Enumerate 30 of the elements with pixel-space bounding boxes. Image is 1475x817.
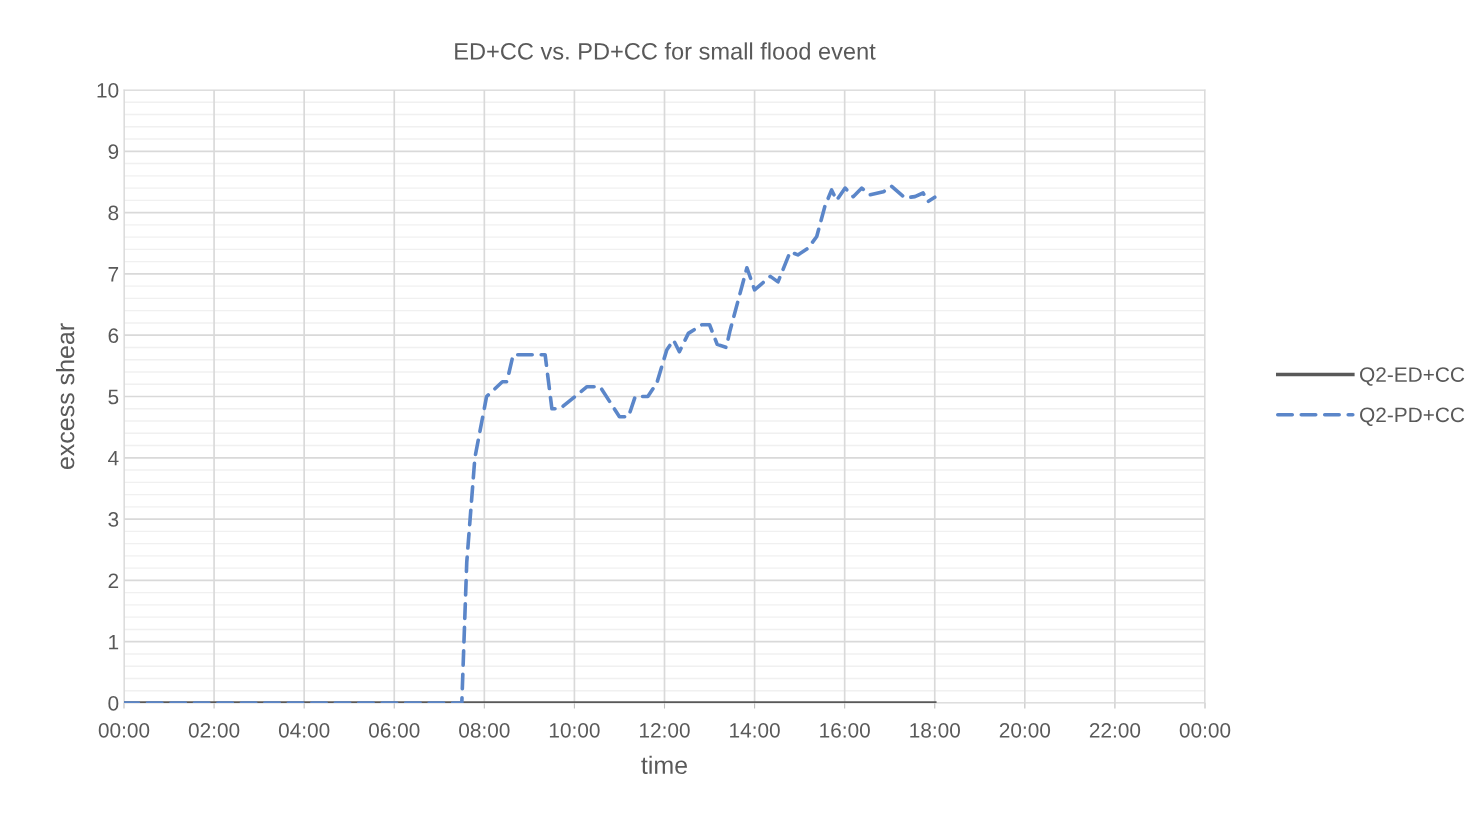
- x-tick-label: 14:00: [730, 722, 780, 738]
- x-tick-label: 02:00: [188, 722, 240, 738]
- y-tick-label: 5: [108, 389, 119, 405]
- x-axis-title: time: [641, 755, 687, 775]
- y-tick-label: 7: [108, 267, 119, 282]
- y-tick-label: 2: [108, 573, 119, 588]
- legend-label: Q2-ED+CC: [1360, 367, 1465, 386]
- y-tick-label: 6: [108, 328, 119, 343]
- x-tick-label: 18:00: [910, 722, 960, 738]
- y-tick-label: 9: [108, 144, 119, 160]
- x-tick-label: 22:00: [1089, 722, 1141, 738]
- y-tick-label: 3: [108, 512, 119, 527]
- y-tick-label: 0: [108, 696, 119, 711]
- x-tick-label: 00:00: [98, 722, 150, 738]
- x-tick-label: 20:00: [999, 722, 1051, 738]
- line-series: [124, 184, 937, 703]
- y-tick-label: 10: [97, 83, 119, 98]
- legend-label: Q2-PD+CC: [1360, 407, 1465, 426]
- x-tick-label: 04:00: [278, 722, 330, 738]
- y-tick-label: 1: [109, 634, 119, 650]
- x-tick-label: 08:00: [459, 722, 510, 738]
- y-tick-label: 8: [108, 205, 119, 221]
- y-axis-title: excess shear: [56, 323, 75, 470]
- chart-title: ED+CC vs. PD+CC for small flood event: [455, 42, 876, 60]
- x-tick-label: 16:00: [820, 722, 870, 738]
- x-tick-label: 12:00: [640, 722, 690, 738]
- x-tick-label: 10:00: [549, 722, 600, 738]
- x-tick-label: 06:00: [369, 722, 420, 738]
- x-tick-label: 00:00: [1179, 722, 1231, 738]
- y-tick-label: 4: [108, 451, 119, 466]
